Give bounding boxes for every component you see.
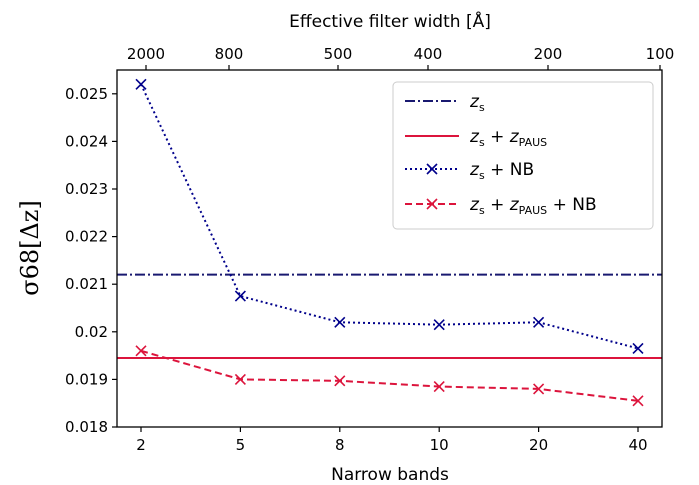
legend-label-zs-nb: zs + NB — [469, 160, 534, 182]
top-tick-label-1: 800 — [215, 45, 244, 63]
axes-frame — [116, 69, 663, 428]
legend: zs zs + zPAUS zs + NB zs + zPAUS + NB — [392, 81, 654, 230]
x-axis-title: Narrow bands — [331, 465, 449, 485]
top-tick-label-4: 200 — [534, 45, 563, 63]
series-1-marker-4 — [533, 383, 545, 395]
series-1-marker-5 — [632, 395, 644, 407]
y-axis-title: σ68[Δz] — [16, 200, 44, 296]
legend-label-zs-zpaus-nb: zs + zPAUS + NB — [469, 195, 597, 217]
legend-marker-zs-zpaus-nb — [426, 198, 438, 210]
series-0-marker-4 — [533, 316, 545, 328]
x-tick-label-2: 8 — [335, 436, 345, 454]
top-tick-label-3: 400 — [414, 45, 443, 63]
top-tick-label-2: 500 — [324, 45, 353, 63]
top-tick-label-0: 2000 — [127, 45, 165, 63]
y-tick-label-4: 0.022 — [65, 228, 108, 246]
series-0-marker-3 — [433, 319, 445, 331]
plot-area: 0.018 0.019 0.02 0.021 0.022 0.023 0.024 0.025 2… — [65, 45, 674, 454]
series-line-1 — [140, 349, 639, 402]
series-1-marker-2 — [334, 375, 346, 387]
top-tick-label-5: 100 — [646, 45, 675, 63]
legend-label-zs: zs — [469, 92, 485, 114]
y-tick-label-0: 0.018 — [65, 418, 108, 436]
x-tick-label-3: 10 — [430, 436, 449, 454]
series-1-marker-1 — [234, 373, 246, 385]
series-0-marker-0 — [135, 78, 147, 90]
x-tick-label-5: 40 — [628, 436, 647, 454]
y-tick-label-7: 0.025 — [65, 85, 108, 103]
legend-marker-zs-nb — [426, 163, 438, 175]
series-0-marker-5 — [632, 342, 644, 355]
y-tick-label-1: 0.019 — [65, 370, 108, 388]
x-tick-label-0: 2 — [136, 436, 146, 454]
legend-label-zs-zpaus: zs + zPAUS — [469, 127, 547, 149]
y-tick-label-2: 0.02 — [75, 323, 108, 341]
y-tick-label-6: 0.024 — [65, 132, 108, 150]
series-line-0 — [140, 83, 639, 350]
y-tick-label-5: 0.023 — [65, 180, 108, 198]
y-tick-label-3: 0.021 — [65, 275, 108, 293]
x-tick-label-1: 5 — [236, 436, 246, 454]
series-0-marker-1 — [234, 290, 246, 302]
x-tick-label-4: 20 — [529, 436, 548, 454]
legend-box — [392, 81, 654, 230]
top-axis-title: Effective filter width [Å] — [289, 10, 491, 32]
series-0-marker-2 — [334, 316, 346, 328]
series-1-marker-3 — [433, 380, 445, 393]
series-1-marker-0 — [135, 345, 147, 357]
